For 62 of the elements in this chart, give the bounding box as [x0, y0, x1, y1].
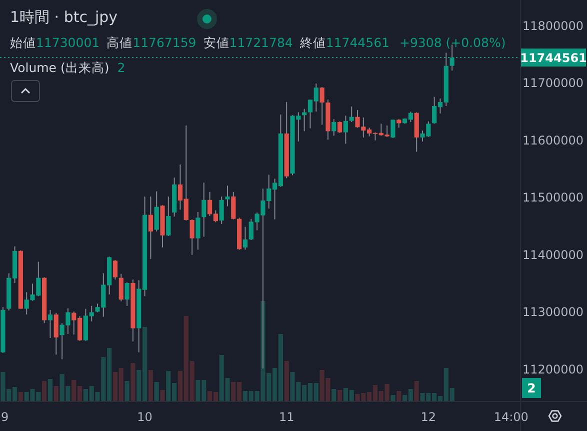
candlestick — [124, 282, 130, 306]
bar — [160, 390, 165, 401]
bar — [284, 361, 289, 401]
annotation: 11721784 — [229, 35, 293, 50]
y-tick-label: 11400000 — [522, 248, 584, 262]
y-tick-label: 11800000 — [522, 18, 584, 33]
text: 2 — [527, 380, 536, 396]
candlestick — [242, 226, 248, 250]
text: 2 — [117, 60, 126, 75]
candlestick — [320, 86, 324, 126]
bar — [130, 363, 136, 401]
bar — [18, 392, 23, 401]
candlestick — [219, 196, 224, 224]
x-tick-label: 10 — [137, 410, 152, 424]
candlestick — [154, 190, 159, 232]
bar — [54, 386, 58, 401]
y-tick-label: 11600000 — [522, 133, 584, 148]
ref-line-label: 11744561 — [520, 51, 587, 66]
bar — [332, 389, 336, 401]
y-tick-label: 11200000 — [522, 362, 584, 376]
bar — [148, 370, 153, 401]
annotation: 終値 — [298, 35, 326, 50]
bar — [154, 382, 159, 401]
candlestick — [166, 196, 171, 237]
candlestick — [112, 260, 118, 280]
y-tick-label: 11500000 — [522, 190, 584, 205]
candlestick — [148, 196, 153, 260]
bar — [414, 381, 419, 401]
bar — [396, 391, 402, 401]
bar — [48, 379, 53, 401]
annotation: 安値 — [203, 35, 230, 50]
annotation: 高値 — [106, 35, 133, 50]
x-tick-label: 12 — [420, 410, 436, 424]
chart-title: Volume (出来高) — [10, 60, 110, 75]
bar — [124, 381, 130, 401]
y-tick-label: 11300000 — [522, 305, 584, 320]
candlestick — [118, 273, 124, 302]
text: 1時間 · btc_jpy — [10, 8, 118, 26]
candlestick — [48, 309, 53, 338]
candlestick — [343, 115, 348, 144]
bar — [42, 381, 47, 401]
x-tick-label: 14:00 — [494, 410, 528, 424]
bar — [337, 390, 342, 401]
candlestick — [332, 118, 336, 136]
candlestick — [390, 119, 396, 139]
y-tick-label: 11700000 — [522, 76, 584, 90]
candlestick — [337, 120, 342, 134]
x-tick-label: 9 — [1, 410, 9, 424]
bar — [390, 395, 396, 401]
candlestick — [202, 182, 206, 238]
annotation: 始値 — [10, 35, 36, 50]
candlestick — [190, 218, 194, 256]
annotation: 11744561 — [326, 35, 390, 50]
candlestick — [196, 211, 200, 250]
annotation: 11767159 — [132, 35, 196, 50]
candlestick — [225, 185, 230, 207]
annotation: 11730001 — [36, 35, 100, 50]
candlestick — [349, 106, 354, 123]
candlestick — [231, 191, 236, 220]
candlestick — [54, 312, 58, 356]
annotation: +9308 (+0.08%) — [400, 35, 506, 50]
x-tick-label: 11 — [278, 410, 294, 424]
